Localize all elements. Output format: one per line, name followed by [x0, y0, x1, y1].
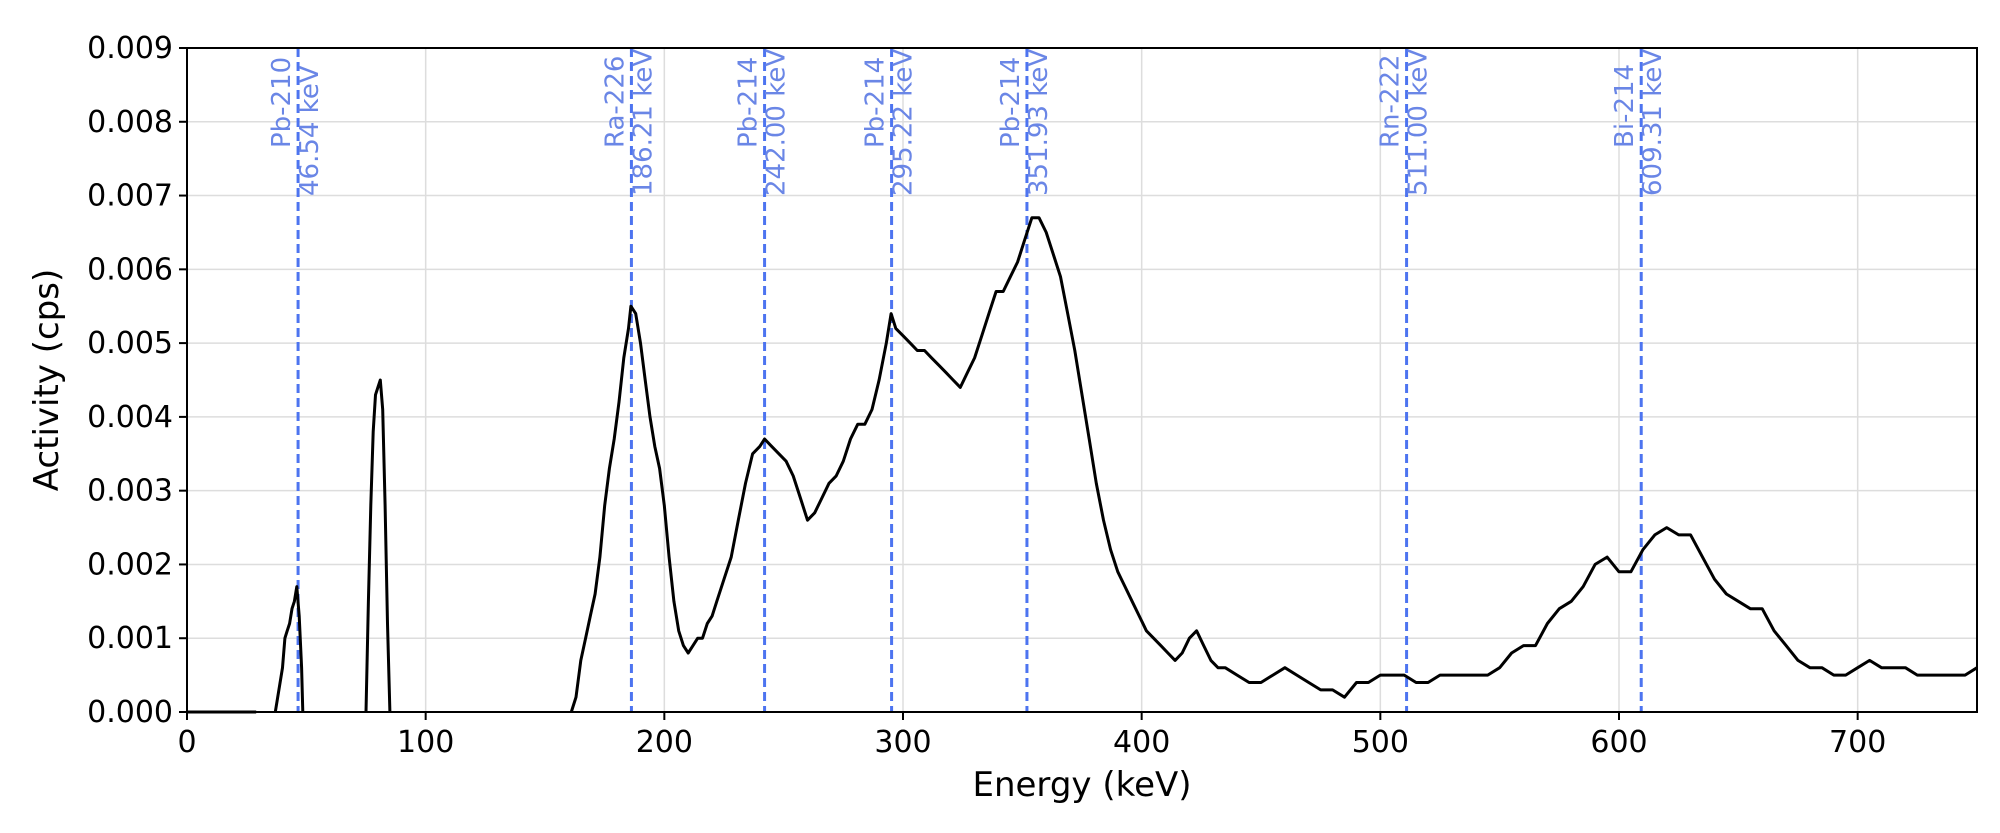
x-tick-label: 0	[177, 725, 196, 760]
y-tick-label: 0.001	[87, 621, 173, 656]
y-tick-label: 0.007	[87, 179, 173, 214]
y-tick-label: 0.008	[87, 105, 173, 140]
peak-energy-label: 511.00 keV	[1404, 49, 1434, 196]
x-tick-label: 300	[874, 725, 931, 760]
plot-area-frame	[186, 47, 1978, 713]
x-tick-label: 100	[397, 725, 454, 760]
peak-isotope-label: Pb-214	[861, 57, 891, 148]
peak-energy-label: 242.00 keV	[762, 49, 792, 196]
x-tick-label: 400	[1113, 725, 1170, 760]
peak-energy-label: 295.22 keV	[889, 49, 919, 196]
x-tick-label: 200	[636, 725, 693, 760]
peak-isotope-label: Pb-214	[996, 57, 1026, 148]
x-tick-label: 700	[1829, 725, 1886, 760]
peak-isotope-label: Pb-210	[267, 57, 297, 148]
peak-energy-label: 351.93 keV	[1024, 49, 1054, 196]
y-tick-label: 0.009	[87, 31, 173, 66]
peak-isotope-label: Ra-226	[600, 56, 630, 148]
peak-isotope-label: Pb-214	[734, 57, 764, 148]
y-tick-label: 0.005	[87, 326, 173, 361]
x-axis-title: Energy (keV)	[972, 765, 1191, 805]
spectrum-line-segment	[569, 216, 1978, 713]
spectrum-line-segment	[364, 378, 392, 713]
y-tick-label: 0.006	[87, 252, 173, 287]
peak-energy-label: 609.31 keV	[1638, 49, 1668, 196]
peak-isotope-label: Bi-214	[1610, 64, 1640, 148]
y-axis-title: Activity (cps)	[27, 269, 67, 491]
peak-energy-label: 46.54 keV	[295, 65, 325, 196]
y-tick-label: 0.000	[87, 695, 173, 730]
y-tick-label: 0.004	[87, 400, 173, 435]
y-tick-label: 0.003	[87, 474, 173, 509]
spectrum-line-segment	[273, 585, 305, 713]
x-tick-label: 600	[1590, 725, 1647, 760]
peak-isotope-label: Rn-222	[1376, 54, 1406, 148]
peak-energy-label: 186.21 keV	[628, 49, 658, 196]
x-tick-label: 500	[1352, 725, 1409, 760]
y-tick-label: 0.002	[87, 547, 173, 582]
axis-ticks: 0 100 200 300 400 500 600 700 0.000 0.001 0.002 0.0…	[87, 31, 1886, 760]
